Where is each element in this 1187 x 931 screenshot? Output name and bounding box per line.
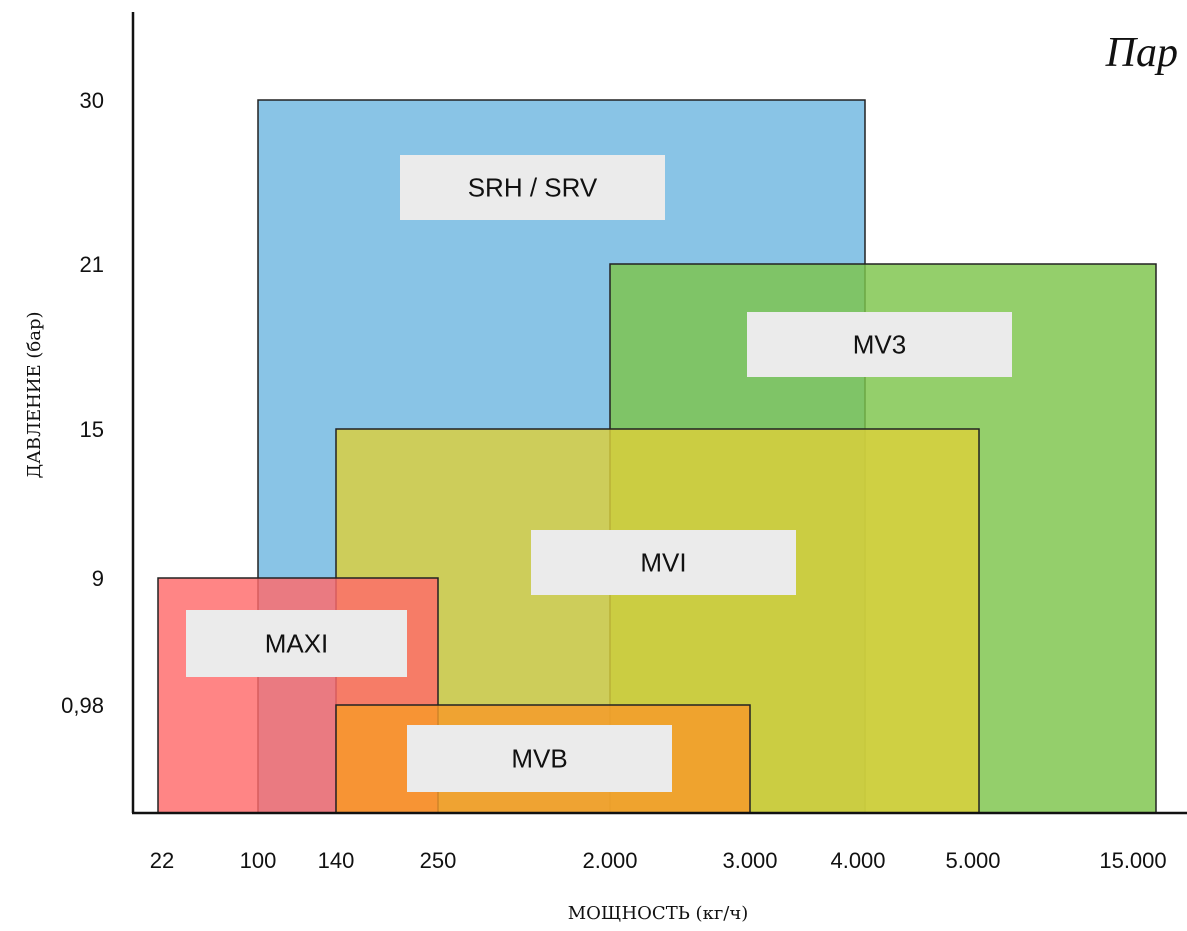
box-label-mvi: MVI [640, 548, 686, 578]
x-axis-title: МОЩНОСТЬ (кг/ч) [568, 903, 749, 924]
y-axis-title: ДАВЛЕНИЕ (бар) [24, 311, 45, 478]
y-tick-label: 9 [92, 566, 104, 591]
label-bg-srh-srv [400, 155, 665, 220]
x-tick-labels: 22 100 140 250 2.000 3.000 4.000 5.000 15.000 [150, 848, 1167, 873]
box-label-mvb: MVB [511, 744, 567, 774]
x-tick-label: 4.000 [830, 848, 885, 873]
y-tick-label: 21 [80, 252, 104, 277]
label-bg-maxi [186, 610, 407, 677]
x-tick-label: 100 [240, 848, 277, 873]
label-bg-mvi [531, 530, 796, 595]
x-tick-label: 3.000 [722, 848, 777, 873]
x-tick-label: 250 [420, 848, 457, 873]
y-tick-labels: 0,98 9 15 21 30 [61, 88, 104, 718]
box-label-mv3: MV3 [853, 330, 906, 360]
x-tick-label: 2.000 [582, 848, 637, 873]
box-label-srh-srv: SRH / SRV [468, 173, 598, 203]
label-bg-mv3 [747, 312, 1012, 377]
label-bg-mvb [407, 725, 672, 792]
x-tick-label: 5.000 [945, 848, 1000, 873]
box-labels: SRH / SRV MV3 MVI MAXI MVB [186, 155, 1012, 792]
x-tick-label: 22 [150, 848, 174, 873]
x-tick-label: 140 [318, 848, 355, 873]
y-tick-label: 0,98 [61, 693, 104, 718]
chart-title: Пар [1105, 30, 1178, 76]
y-tick-label: 15 [80, 417, 104, 442]
y-tick-label: 30 [80, 88, 104, 113]
box-label-maxi: MAXI [265, 629, 329, 659]
x-tick-label: 15.000 [1099, 848, 1166, 873]
